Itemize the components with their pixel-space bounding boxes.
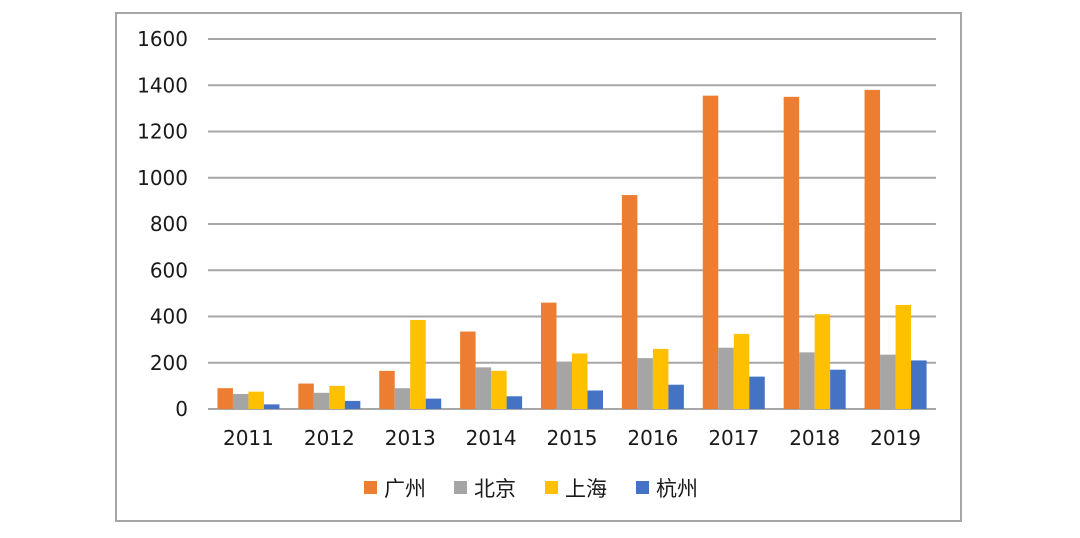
bar-2012-广州 [298, 383, 314, 409]
bar-2018-北京 [799, 352, 815, 409]
legend: 广州 北京 上海 杭州 [364, 477, 698, 501]
bar-2011-杭州 [263, 404, 280, 409]
x-tick-label: 2014 [466, 426, 517, 450]
bar-2014-上海 [491, 370, 507, 409]
y-tick-label: 400 [150, 305, 188, 329]
legend-swatch-上海 [545, 481, 558, 494]
x-tick-label: 2018 [789, 426, 840, 450]
y-tick-label: 200 [150, 351, 188, 375]
bars [217, 89, 927, 409]
bar-2015-北京 [556, 361, 572, 409]
bar-2014-北京 [475, 367, 492, 409]
bar-2019-北京 [880, 354, 896, 409]
bar-2016-上海 [652, 348, 669, 409]
x-tick-label: 2017 [708, 426, 759, 450]
legend-label: 杭州 [656, 477, 698, 501]
bar-2017-广州 [702, 95, 719, 409]
bar-2016-广州 [621, 195, 638, 409]
bar-2012-上海 [329, 385, 345, 409]
y-tick-label: 1400 [137, 73, 188, 97]
y-axis-tick-labels: 0 200 400 600 800 1000 1200 1400 1600 [137, 27, 188, 421]
y-tick-label: 0 [175, 397, 188, 421]
bar-2019-杭州 [911, 360, 927, 409]
x-tick-label: 2016 [627, 426, 678, 450]
bar-2015-上海 [572, 353, 588, 409]
bar-2017-杭州 [749, 376, 765, 409]
bar-2012-北京 [313, 392, 330, 409]
y-tick-label: 800 [150, 212, 188, 236]
bar-2019-上海 [895, 304, 912, 409]
bar-2018-广州 [783, 96, 800, 409]
bar-2016-杭州 [668, 384, 684, 409]
y-tick-label: 600 [150, 258, 188, 282]
bar-2014-杭州 [506, 396, 523, 409]
chart-frame [115, 12, 962, 522]
bar-2017-上海 [733, 333, 750, 409]
x-tick-label: 2013 [385, 426, 436, 450]
x-tick-label: 2011 [223, 426, 274, 450]
bar-2014-广州 [460, 331, 476, 409]
bar-2019-广州 [864, 89, 881, 409]
x-tick-label: 2012 [304, 426, 355, 450]
legend-swatch-杭州 [636, 481, 649, 494]
bar-2011-北京 [232, 393, 249, 409]
bar-2012-杭州 [344, 400, 361, 409]
bar-2013-上海 [410, 319, 426, 409]
legend-swatch-广州 [364, 481, 377, 494]
y-tick-label: 1000 [137, 166, 188, 190]
bar-2013-杭州 [425, 398, 442, 409]
legend-label: 广州 [384, 477, 426, 501]
bar-2018-杭州 [830, 369, 846, 409]
x-axis-tick-labels: 2011 2012 2013 2014 2015 2016 2017 2018 2019 [223, 426, 921, 450]
bar-2015-广州 [541, 302, 557, 409]
legend-swatch-北京 [454, 481, 467, 494]
legend-label: 上海 [565, 477, 607, 501]
bar-2016-北京 [637, 358, 653, 409]
bar-2017-北京 [718, 347, 734, 409]
x-tick-label: 2015 [547, 426, 598, 450]
bar-2018-上海 [814, 314, 831, 409]
bar-2011-上海 [248, 391, 264, 409]
x-tick-label: 2019 [870, 426, 921, 450]
bar-2013-广州 [379, 370, 395, 409]
bar-2013-北京 [394, 388, 411, 409]
y-tick-label: 1600 [137, 27, 188, 51]
legend-label: 北京 [474, 477, 516, 501]
bar-2015-杭州 [587, 390, 603, 409]
bar-2011-广州 [217, 388, 233, 409]
y-tick-label: 1200 [137, 120, 188, 144]
